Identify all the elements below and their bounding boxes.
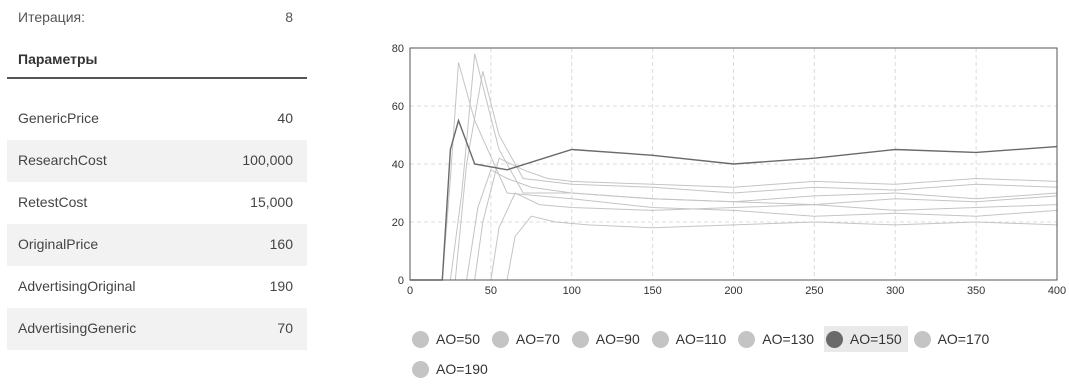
- parameters-divider: [7, 77, 307, 79]
- legend-swatch: [571, 330, 589, 348]
- legend-label: AO=130: [762, 331, 815, 347]
- parameters-table: GenericPrice 40 ResearchCost 100,000 Ret…: [7, 98, 307, 350]
- parameter-value: 70: [277, 320, 293, 336]
- parameter-row: AdvertisingOriginal 190: [7, 266, 307, 308]
- series-line-ao-150: [410, 118, 1058, 281]
- x-tick-label: 250: [805, 285, 823, 297]
- parameter-row: AdvertisingGeneric 70: [7, 308, 307, 350]
- legend-label: AO=190: [436, 361, 488, 377]
- legend-item-ao-50[interactable]: AO=50: [410, 326, 486, 352]
- legend-item-ao-190[interactable]: AO=190: [410, 356, 494, 382]
- y-axis-ticks: 0 20 40 60 80: [392, 43, 404, 287]
- legend-label: AO=70: [515, 331, 560, 347]
- series-line-ao-130: [410, 157, 1058, 281]
- parameter-name: OriginalPrice: [18, 236, 99, 252]
- parameter-row: ResearchCost 100,000: [7, 140, 307, 182]
- x-tick-label: 300: [886, 285, 904, 297]
- legend-label: AO=150: [849, 331, 902, 347]
- parameters-title: Параметры: [18, 51, 98, 67]
- x-tick-label: 50: [485, 285, 497, 297]
- parameter-value: 190: [269, 278, 293, 294]
- legend-swatch: [491, 330, 509, 348]
- y-tick-label: 80: [392, 43, 404, 55]
- legend-swatch: [825, 330, 843, 348]
- parameter-row: GenericPrice 40: [7, 98, 307, 140]
- legend-swatch: [651, 330, 669, 348]
- series-line-ao-170: [410, 192, 1058, 281]
- chart-legend: AO=50 AO=70 AO=90 AO=110 AO=130 AO=150 A…: [410, 326, 1030, 386]
- parameter-name: RetestCost: [18, 194, 88, 210]
- parameter-name: AdvertisingOriginal: [18, 278, 136, 294]
- x-tick-label: 400: [1048, 285, 1066, 297]
- x-tick-label: 0: [407, 285, 413, 297]
- legend-label: AO=50: [436, 331, 480, 347]
- legend-swatch: [412, 330, 429, 348]
- line-chart: 0 20 40 60 80 0 50 100 150 200 250 300 350 400: [360, 40, 1069, 300]
- y-tick-label: 60: [392, 101, 404, 113]
- chart-series: [410, 53, 1058, 281]
- iteration-label: Итерация:: [18, 9, 85, 25]
- y-tick-label: 0: [398, 275, 404, 287]
- legend-item-ao-110[interactable]: AO=110: [650, 326, 733, 352]
- plot-frame: [409, 47, 1058, 281]
- legend-item-ao-90[interactable]: AO=90: [570, 326, 646, 352]
- series-line-ao-50: [410, 62, 1058, 281]
- legend-swatch: [913, 330, 931, 348]
- parameter-value: 100,000: [242, 152, 293, 168]
- legend-swatch: [412, 360, 429, 378]
- x-axis-ticks: 0 50 100 150 200 250 300 350 400: [407, 285, 1066, 297]
- y-tick-label: 40: [392, 159, 404, 171]
- legend-item-ao-130[interactable]: AO=130: [736, 326, 820, 352]
- x-tick-label: 100: [563, 285, 581, 297]
- chart-svg: 0 20 40 60 80 0 50 100 150 200 250 300 350 400: [392, 43, 1066, 297]
- y-tick-label: 20: [392, 217, 404, 229]
- x-tick-label: 200: [724, 285, 742, 297]
- series-line-ao-190: [410, 215, 1058, 281]
- legend-item-ao-150[interactable]: AO=150: [823, 326, 908, 352]
- parameter-row: RetestCost 15,000: [7, 182, 307, 224]
- legend-label: AO=110: [675, 331, 727, 347]
- legend-label: AO=90: [595, 331, 640, 347]
- parameter-row: OriginalPrice 160: [7, 224, 307, 266]
- legend-swatch: [738, 330, 756, 348]
- parameter-name: ResearchCost: [18, 152, 107, 168]
- iteration-row: Итерация: 8: [18, 9, 293, 29]
- legend-item-ao-70[interactable]: AO=70: [490, 326, 566, 352]
- x-tick-label: 150: [643, 285, 661, 297]
- parameter-value: 160: [269, 236, 293, 252]
- legend-label: AO=170: [937, 331, 990, 347]
- iteration-value: 8: [285, 9, 293, 25]
- legend-item-ao-170[interactable]: AO=170: [912, 326, 996, 352]
- parameter-value: 40: [277, 110, 293, 126]
- series-line-ao-110: [410, 169, 1058, 281]
- parameter-value: 15,000: [250, 194, 293, 210]
- parameter-name: GenericPrice: [18, 110, 99, 126]
- series-line-ao-90: [410, 71, 1058, 281]
- x-tick-label: 350: [967, 285, 985, 297]
- parameter-name: AdvertisingGeneric: [18, 320, 137, 336]
